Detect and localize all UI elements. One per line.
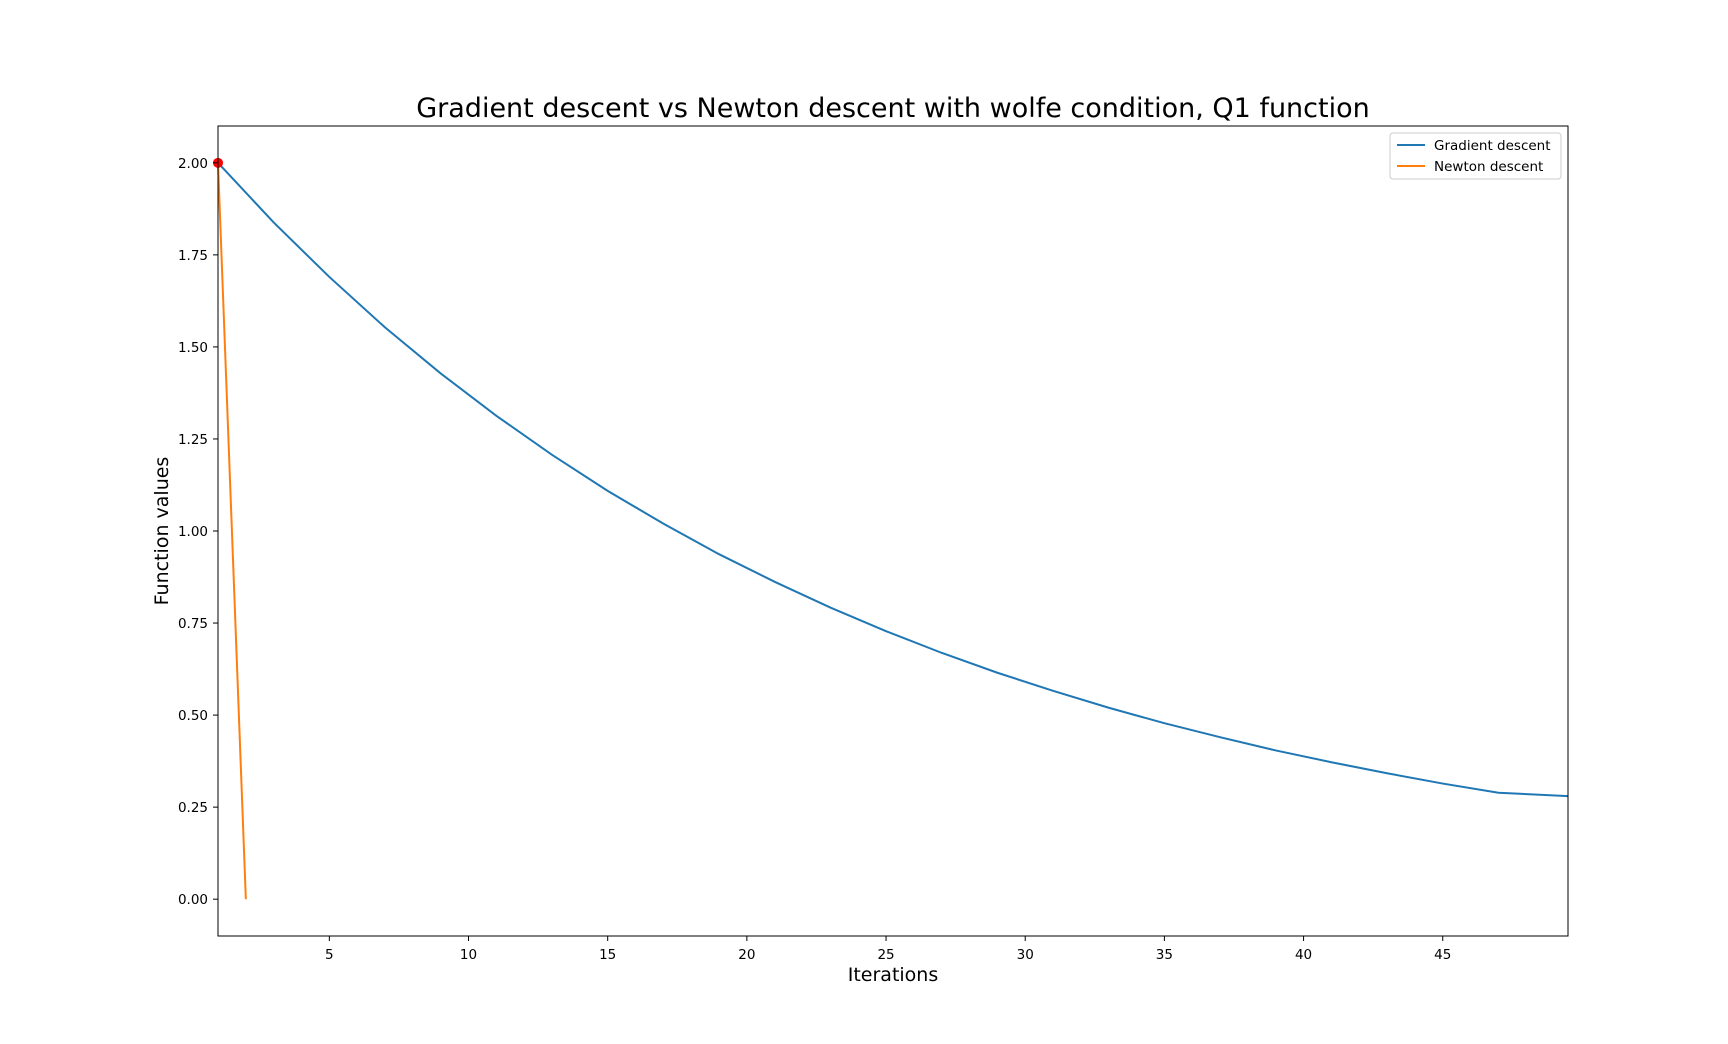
y-tick-label: 1.00	[178, 524, 208, 540]
x-tick-label: 35	[1156, 947, 1173, 963]
chart-title: Gradient descent vs Newton descent with …	[416, 93, 1370, 124]
y-axis-label: Function values	[151, 457, 173, 606]
y-tick-label: 0.75	[178, 616, 208, 632]
y-axis-ticks: 0.00 0.25 0.50 0.75 1.00 1.25 1.50 1.75 2.00	[178, 156, 218, 908]
x-tick-label: 5	[325, 947, 334, 963]
legend: Gradient descent Newton descent	[1389, 132, 1562, 180]
y-tick-label: 0.25	[178, 800, 208, 816]
y-tick-label: 1.50	[178, 340, 208, 356]
x-tick-label: 25	[877, 947, 894, 963]
y-tick-label: 2.00	[178, 156, 208, 172]
x-tick-label: 45	[1434, 947, 1451, 963]
x-tick-label: 40	[1295, 947, 1312, 963]
series-line-gradient-descent	[217, 162, 1569, 798]
series-lines	[217, 162, 1569, 900]
plot-area	[218, 126, 1568, 936]
series-line-newton-descent	[217, 162, 247, 900]
y-tick-label: 1.75	[178, 248, 208, 264]
x-axis-ticks: 5 10 15 20 25 30 35 40 45	[325, 936, 1451, 963]
y-tick-label: 1.25	[178, 432, 208, 448]
legend-label-gradient-descent: Gradient descent	[1434, 138, 1551, 154]
y-tick-label: 0.00	[178, 892, 208, 908]
x-tick-label: 30	[1017, 947, 1034, 963]
y-tick-label: 0.50	[178, 708, 208, 724]
x-tick-label: 15	[599, 947, 616, 963]
legend-box	[1389, 132, 1562, 180]
x-axis-label: Iterations	[848, 964, 939, 986]
x-tick-label: 20	[738, 947, 755, 963]
legend-label-newton-descent: Newton descent	[1434, 159, 1543, 175]
x-tick-label: 10	[460, 947, 477, 963]
